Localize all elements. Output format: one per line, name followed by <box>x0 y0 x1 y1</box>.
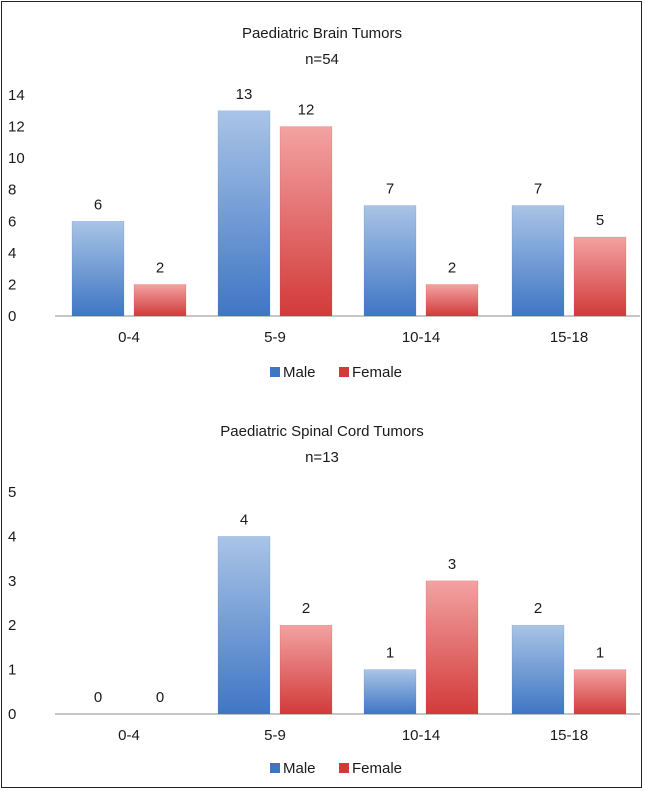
y-tick-label: 8 <box>8 182 16 199</box>
female-legend-swatch <box>339 367 349 377</box>
y-tick-label: 1 <box>8 662 16 679</box>
x-category-label: 10-14 <box>402 329 440 346</box>
x-category-label: 5-9 <box>264 727 286 744</box>
x-category-label: 0-4 <box>118 727 140 744</box>
legend-label: Male <box>283 364 316 381</box>
legend-label: Female <box>352 760 402 777</box>
male-bar <box>363 205 417 317</box>
x-category-label: 5-9 <box>264 329 286 346</box>
data-label: 7 <box>386 181 394 198</box>
legend-label: Male <box>283 760 316 777</box>
male-bar <box>217 110 271 317</box>
spinal-cord-tumors-chart: Paediatric Spinal Cord Tumors n=13 0 1 2 3 4 5 0… <box>8 423 640 777</box>
male-bar <box>217 536 271 715</box>
x-category-label: 15-18 <box>550 727 588 744</box>
data-label: 2 <box>156 259 164 276</box>
chart-title: Paediatric Brain Tumors <box>242 25 402 42</box>
data-label: 2 <box>302 600 310 617</box>
data-label: 6 <box>94 196 102 213</box>
y-tick-label: 0 <box>8 706 16 723</box>
male-bar <box>71 221 125 317</box>
male-bar <box>363 669 417 715</box>
female-bar <box>573 669 627 715</box>
male-legend-swatch <box>270 763 280 773</box>
female-bar <box>425 284 479 317</box>
female-bar <box>573 236 627 317</box>
male-bar <box>511 205 565 317</box>
chart-title: Paediatric Spinal Cord Tumors <box>220 423 423 440</box>
data-label: 12 <box>298 102 315 119</box>
male-legend-swatch <box>270 367 280 377</box>
female-bar <box>425 580 479 715</box>
data-label: 3 <box>448 556 456 573</box>
female-bar <box>279 624 333 715</box>
data-label: 0 <box>94 689 102 706</box>
data-label: 1 <box>386 645 394 662</box>
data-label: 5 <box>596 212 604 229</box>
y-tick-label: 12 <box>8 119 25 136</box>
data-label: 1 <box>596 645 604 662</box>
legend-label: Female <box>352 364 402 381</box>
y-tick-label: 14 <box>8 87 25 104</box>
y-tick-label: 5 <box>8 484 16 501</box>
brain-tumors-chart: Paediatric Brain Tumors n=54 0 2 4 6 8 10 12 14 6 1… <box>8 25 640 381</box>
y-tick-label: 6 <box>8 213 16 230</box>
female-legend-swatch <box>339 763 349 773</box>
data-label: 0 <box>156 689 164 706</box>
data-label: 13 <box>236 86 253 103</box>
data-label: 2 <box>534 600 542 617</box>
chart-subtitle: n=54 <box>305 51 339 68</box>
x-category-label: 15-18 <box>550 329 588 346</box>
y-tick-label: 2 <box>8 276 16 293</box>
y-tick-label: 3 <box>8 573 16 590</box>
data-label: 7 <box>534 181 542 198</box>
y-tick-label: 2 <box>8 617 16 634</box>
y-tick-label: 4 <box>8 528 16 545</box>
data-label: 2 <box>448 259 456 276</box>
y-tick-label: 10 <box>8 150 25 167</box>
x-category-label: 10-14 <box>402 727 440 744</box>
male-bar <box>511 624 565 715</box>
chart-subtitle: n=13 <box>305 449 339 466</box>
y-tick-label: 0 <box>8 308 16 325</box>
y-tick-label: 4 <box>8 245 16 262</box>
female-bar <box>133 284 187 317</box>
female-bar <box>279 126 333 317</box>
x-category-label: 0-4 <box>118 329 140 346</box>
data-label: 4 <box>240 511 248 528</box>
